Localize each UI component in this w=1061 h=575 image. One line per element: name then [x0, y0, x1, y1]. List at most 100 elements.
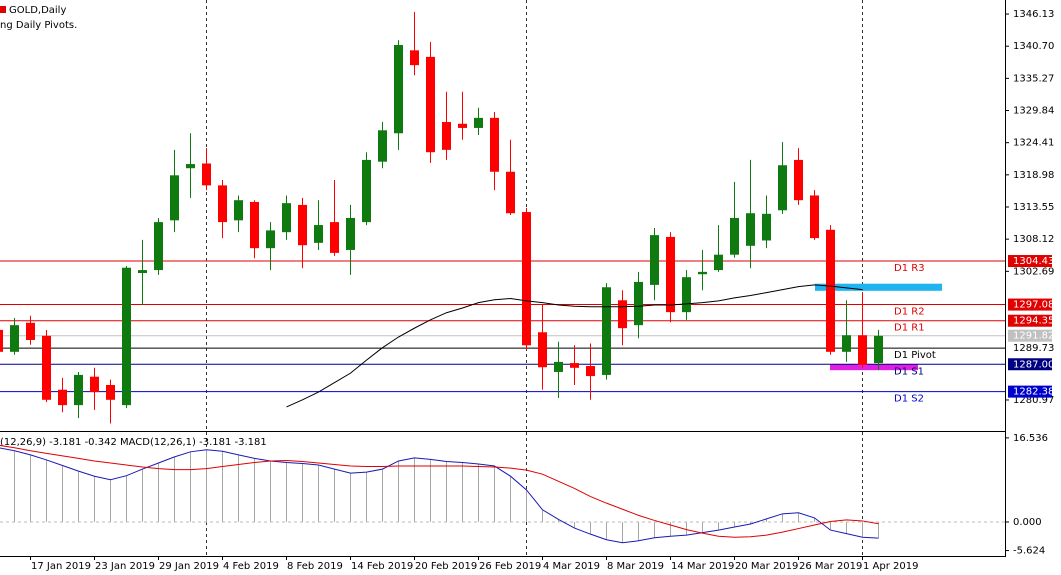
pivot-value-box	[1008, 385, 1052, 398]
candle-body	[58, 389, 67, 406]
candle-body	[234, 200, 243, 221]
pivot-value: 1304.43	[1013, 256, 1054, 267]
candle-body	[602, 287, 611, 375]
candle-body	[106, 384, 115, 400]
candle-body	[330, 222, 339, 253]
y-tick-label: 1335.27	[1013, 73, 1054, 84]
candle-body	[0, 329, 3, 352]
pivot-value: 1282.38	[1013, 387, 1054, 398]
pivot-value: 1287.00	[1013, 359, 1054, 370]
candle-body	[90, 376, 99, 393]
candle-body	[218, 185, 227, 223]
candle-body	[730, 217, 739, 255]
pivot-value-box	[1008, 298, 1052, 311]
candle-body	[874, 335, 883, 364]
last-price-label: 1291.82	[1013, 331, 1054, 342]
candle-body	[298, 204, 307, 246]
pivot-value-box	[1008, 358, 1052, 371]
macd-line	[0, 447, 879, 544]
candle-body	[778, 165, 787, 211]
moving-average	[286, 284, 863, 408]
candle-body	[122, 267, 131, 406]
candle-body	[378, 130, 387, 162]
candle-body	[410, 50, 419, 66]
x-tick-label: 23 Jan 2019	[95, 561, 155, 572]
pivot-name: D1 R3	[894, 263, 925, 274]
zone	[830, 364, 918, 371]
candle-body	[266, 230, 275, 249]
candle-body	[810, 195, 819, 239]
candle-body	[586, 366, 595, 377]
pivot-value: 1294.35	[1013, 316, 1054, 327]
x-tick-label: 20 Mar 2019	[735, 561, 798, 572]
candle-body	[570, 363, 579, 368]
pivot-value: 1297.08	[1013, 300, 1054, 311]
y-tick-label: 1313.55	[1013, 202, 1054, 213]
candle-body	[762, 213, 771, 241]
candle-body	[362, 159, 371, 223]
x-tick-label: 1 Apr 2019	[863, 561, 918, 572]
candle-body	[858, 335, 867, 365]
y-tick-label: 16.536	[1013, 433, 1048, 444]
y-tick-label: -5.624	[1013, 546, 1045, 557]
pivot-value-box	[1008, 314, 1052, 327]
candle-body	[474, 117, 483, 128]
candle-body	[202, 163, 211, 186]
pivot-name: D1 R1	[894, 323, 925, 334]
candle-body	[650, 235, 659, 285]
last-price-box	[1008, 329, 1052, 342]
y-tick-label: 1324.41	[1013, 138, 1054, 149]
x-tick-label: 4 Feb 2019	[223, 561, 279, 572]
y-tick-label: 1329.84	[1013, 106, 1054, 117]
candle-body	[490, 117, 499, 172]
x-tick-label: 4 Mar 2019	[543, 561, 600, 572]
candle-body	[154, 222, 163, 271]
y-tick-label: 1346.13	[1013, 9, 1054, 20]
candle-body	[698, 271, 707, 275]
x-tick-label: 14 Mar 2019	[671, 561, 734, 572]
y-tick-label: 1340.70	[1013, 41, 1054, 52]
x-tick-label: 14 Feb 2019	[351, 561, 413, 572]
candle-body	[842, 335, 851, 352]
candle-body	[746, 213, 755, 246]
indicator-title: ng Daily Pivots.	[0, 20, 77, 31]
pivot-name: D1 S2	[894, 394, 924, 405]
y-tick-label: 1318.98	[1013, 170, 1054, 181]
candle-body	[314, 225, 323, 243]
pivot-value: 1289.73	[1013, 343, 1054, 354]
x-tick-label: 8 Feb 2019	[287, 561, 343, 572]
candle-body	[554, 361, 563, 372]
candle-body	[458, 123, 467, 128]
x-tick-label: 26 Mar 2019	[799, 561, 862, 572]
y-tick-label: 1302.69	[1013, 266, 1054, 277]
candle-body	[170, 175, 179, 221]
pivot-name: D1 S1	[894, 366, 924, 377]
candle-body	[186, 164, 195, 169]
candle-body	[634, 281, 643, 326]
candle-body	[682, 277, 691, 313]
x-tick-label: 20 Feb 2019	[415, 561, 477, 572]
candle-body	[442, 122, 451, 150]
candle-body	[426, 56, 435, 153]
x-tick-label: 8 Mar 2019	[607, 561, 664, 572]
candle-body	[138, 270, 147, 274]
pivot-name: D1 R2	[894, 307, 925, 318]
candle-body	[506, 171, 515, 214]
candle-body	[10, 325, 19, 352]
candle-body	[74, 374, 83, 406]
symbol-title: GOLD,Daily	[9, 5, 66, 16]
x-tick-label: 29 Jan 2019	[159, 561, 219, 572]
y-tick-label: 1280.97	[1013, 395, 1054, 406]
candle-body	[618, 300, 627, 329]
candle-body	[26, 322, 35, 340]
symbol-icon	[0, 6, 6, 13]
candle-body	[42, 335, 51, 400]
candle-body	[714, 254, 723, 271]
candle-body	[346, 217, 355, 250]
candle-body	[250, 201, 259, 249]
y-tick-label: 1308.12	[1013, 234, 1054, 245]
candle-body	[538, 332, 547, 368]
macd-title: (12,26,9) -3.181 -0.342 MACD(12,26,1) -3…	[0, 437, 267, 448]
candle-body	[394, 45, 403, 134]
